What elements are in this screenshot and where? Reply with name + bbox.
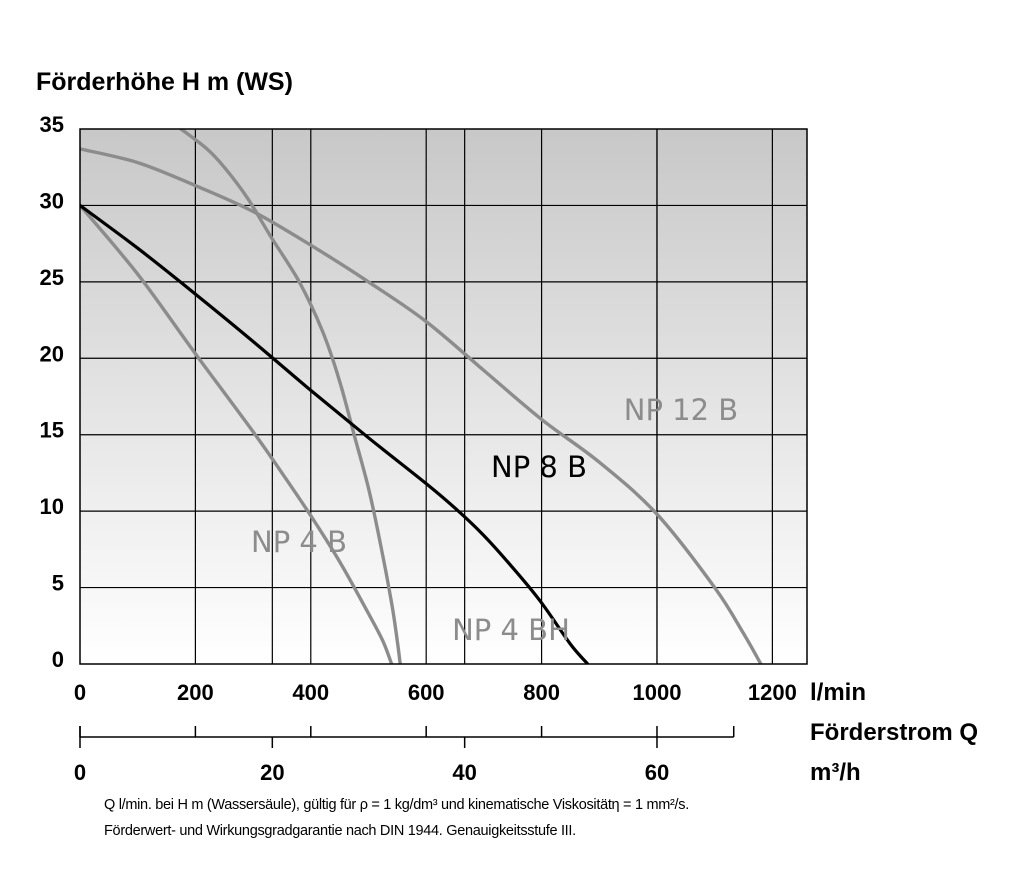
grid-lines bbox=[80, 129, 807, 664]
pump-curves bbox=[80, 129, 763, 664]
x-tick-label: 1000 bbox=[633, 680, 682, 705]
y-tick-label: 25 bbox=[40, 265, 64, 290]
y-tick-label: 30 bbox=[40, 188, 64, 213]
x-tick-label: 600 bbox=[408, 680, 445, 705]
x-tick-labels: 0 200 400 600 800 1000 1200 bbox=[74, 680, 797, 705]
x-tick-label: 400 bbox=[292, 680, 329, 705]
series-line-np-4-bh bbox=[179, 129, 402, 664]
curve-label-np-4-bh: NP 4 BH bbox=[452, 613, 570, 647]
footnote-line-1: Q l/min. bei H m (Wassersäule), gültig f… bbox=[104, 797, 689, 813]
footnote-line-2: Förderwert- und Wirkungsgradgarantie nac… bbox=[104, 823, 576, 839]
x-tick-label: 0 bbox=[74, 680, 86, 705]
x-unit-label: l/min bbox=[810, 679, 866, 706]
secondary-x-axis: 0 20 40 60 bbox=[74, 726, 735, 785]
series-line-np-4-b bbox=[80, 203, 394, 664]
y-axis-title: Förderhöhe H m (WS) bbox=[36, 68, 293, 96]
series-line-np-12-b bbox=[80, 147, 763, 664]
series-line-np-8-b bbox=[80, 203, 590, 664]
x2-tick-label: 0 bbox=[74, 760, 86, 785]
x-tick-label: 1200 bbox=[748, 680, 797, 705]
plot-frame bbox=[79, 128, 808, 665]
x-tick-label: 200 bbox=[177, 680, 214, 705]
x2-unit-label: m³/h bbox=[810, 759, 861, 786]
y-tick-label: 10 bbox=[40, 494, 64, 519]
x-axis-title: Förderstrom Q bbox=[810, 719, 978, 746]
y-tick-label: 20 bbox=[40, 341, 64, 366]
x2-tick-label: 60 bbox=[645, 760, 669, 785]
y-tick-label: 0 bbox=[52, 647, 64, 672]
y-tick-labels: 0 5 10 15 20 25 30 35 bbox=[40, 112, 64, 672]
x2-tick-label: 20 bbox=[260, 760, 284, 785]
x-tick-label: 800 bbox=[523, 680, 560, 705]
curve-labels: NP 4 B NP 4 BH NP 8 B NP 12 B bbox=[251, 393, 738, 647]
curve-label-np-4-b: NP 4 B bbox=[251, 525, 347, 559]
x2-tick-label: 40 bbox=[452, 760, 476, 785]
plot-area bbox=[80, 129, 807, 664]
y-tick-label: 15 bbox=[40, 418, 64, 443]
curve-label-np-8-b: NP 8 B bbox=[491, 450, 587, 484]
y-tick-label: 35 bbox=[40, 112, 64, 137]
curve-label-np-12-b: NP 12 B bbox=[624, 393, 738, 427]
y-tick-label: 5 bbox=[52, 571, 64, 596]
